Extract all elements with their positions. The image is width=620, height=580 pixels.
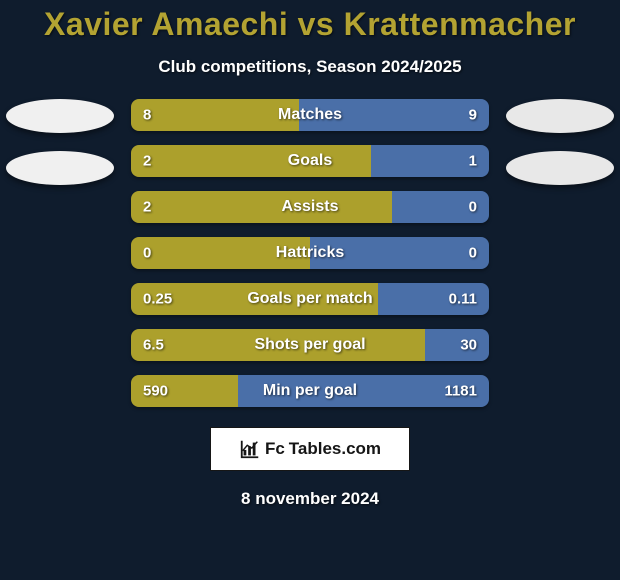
bar-fill-right bbox=[425, 329, 489, 361]
bar-fill-left bbox=[131, 191, 392, 223]
comparison-row: 8 9 Matches 2 1 Goals 2 0 Assists 0 0 Hattricks 0.25… bbox=[0, 99, 620, 407]
metric-value-right: 1181 bbox=[444, 383, 477, 400]
logo-text-tables: Tables.com bbox=[289, 439, 381, 459]
metric-bars: 8 9 Matches 2 1 Goals 2 0 Assists 0 0 Hattricks 0.25… bbox=[131, 99, 489, 407]
metric-bar: 6.5 30 Shots per goal bbox=[131, 329, 489, 361]
metric-value-left: 2 bbox=[143, 199, 151, 216]
logo-text-fc: Fc bbox=[265, 439, 285, 459]
metric-value-right: 0 bbox=[469, 245, 477, 262]
avatar-player-right-1 bbox=[506, 99, 614, 133]
metric-label: Shots per goal bbox=[254, 336, 365, 354]
metric-value-left: 0 bbox=[143, 245, 151, 262]
metric-value-left: 6.5 bbox=[143, 337, 164, 354]
metric-label: Goals per match bbox=[247, 290, 372, 308]
metric-label: Matches bbox=[278, 106, 342, 124]
chart-icon bbox=[239, 438, 261, 460]
metric-bar: 0 0 Hattricks bbox=[131, 237, 489, 269]
metric-bar: 2 0 Assists bbox=[131, 191, 489, 223]
metric-value-left: 8 bbox=[143, 107, 151, 124]
metric-label: Hattricks bbox=[276, 244, 344, 262]
bar-fill-left bbox=[131, 145, 371, 177]
metric-value-right: 9 bbox=[469, 107, 477, 124]
metric-value-left: 590 bbox=[143, 383, 168, 400]
avatar-player-right-2 bbox=[506, 151, 614, 185]
metric-bar: 0.25 0.11 Goals per match bbox=[131, 283, 489, 315]
fctables-logo: FcTables.com bbox=[210, 427, 410, 471]
metric-bar: 2 1 Goals bbox=[131, 145, 489, 177]
metric-value-right: 1 bbox=[469, 153, 477, 170]
metric-value-right: 30 bbox=[460, 337, 477, 354]
page-title: Xavier Amaechi vs Krattenmacher bbox=[44, 6, 576, 43]
avatar-player-left-2 bbox=[6, 151, 114, 185]
bar-fill-left bbox=[131, 99, 299, 131]
metric-value-right: 0 bbox=[469, 199, 477, 216]
subtitle: Club competitions, Season 2024/2025 bbox=[158, 57, 461, 77]
metric-label: Assists bbox=[282, 198, 339, 216]
comparison-card: Xavier Amaechi vs Krattenmacher Club com… bbox=[0, 0, 620, 580]
metric-value-left: 2 bbox=[143, 153, 151, 170]
metric-label: Goals bbox=[288, 152, 332, 170]
footer-date: 8 november 2024 bbox=[241, 489, 379, 509]
player-right-avatars bbox=[500, 99, 620, 185]
metric-label: Min per goal bbox=[263, 382, 357, 400]
player-left-avatars bbox=[0, 99, 120, 185]
metric-bar: 590 1181 Min per goal bbox=[131, 375, 489, 407]
metric-bar: 8 9 Matches bbox=[131, 99, 489, 131]
metric-value-right: 0.11 bbox=[449, 291, 477, 308]
metric-value-left: 0.25 bbox=[143, 291, 172, 308]
avatar-player-left-1 bbox=[6, 99, 114, 133]
